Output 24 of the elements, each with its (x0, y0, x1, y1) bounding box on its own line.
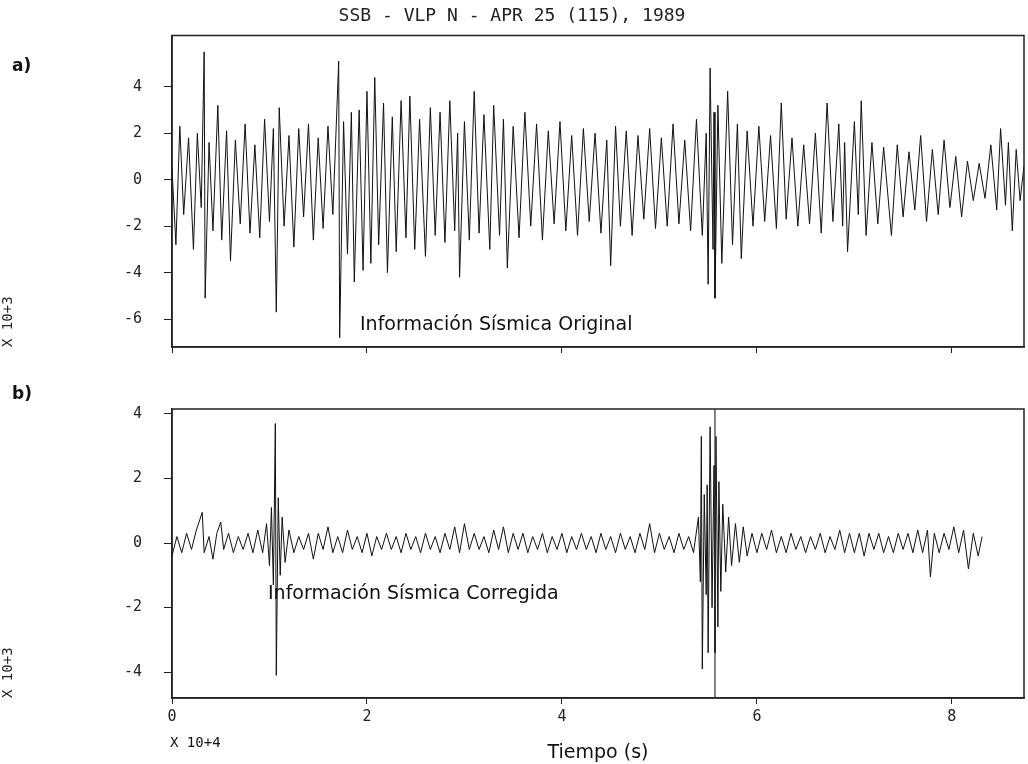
x-tick-label: 6 (752, 706, 762, 725)
y-tick-label: 2 (132, 468, 142, 487)
y-tick-label: 4 (132, 403, 142, 422)
y-tick-label: -2 (123, 597, 142, 616)
text: b) (12, 383, 32, 403)
y-tick-label: 0 (132, 169, 142, 188)
x-tick-label: 0 (167, 706, 177, 725)
y-axis-title: X 10+3 (0, 647, 16, 698)
text: X 10+4 (170, 734, 221, 750)
x-axis-title: Tiempo (s) (546, 739, 649, 762)
x-tick-label: 8 (947, 706, 957, 725)
y-tick-label: -4 (123, 262, 142, 281)
y-tick-label: -6 (123, 309, 142, 327)
y-tick-label: 4 (132, 76, 142, 95)
y-axis-title: X 10+3 (0, 296, 16, 347)
annotation: Información Sísmica Original (360, 312, 633, 334)
y-tick-label: 0 (132, 532, 142, 551)
y-tick-label: 2 (132, 123, 142, 142)
x-tick-label: 2 (362, 706, 372, 725)
text: a) (12, 55, 32, 75)
y-tick-label: -4 (123, 662, 142, 681)
chart-title: SSB - VLP N - APR 25 (115), 1989 (338, 4, 686, 26)
y-tick-label: -2 (123, 216, 142, 235)
x-tick-label: 4 (557, 706, 567, 725)
